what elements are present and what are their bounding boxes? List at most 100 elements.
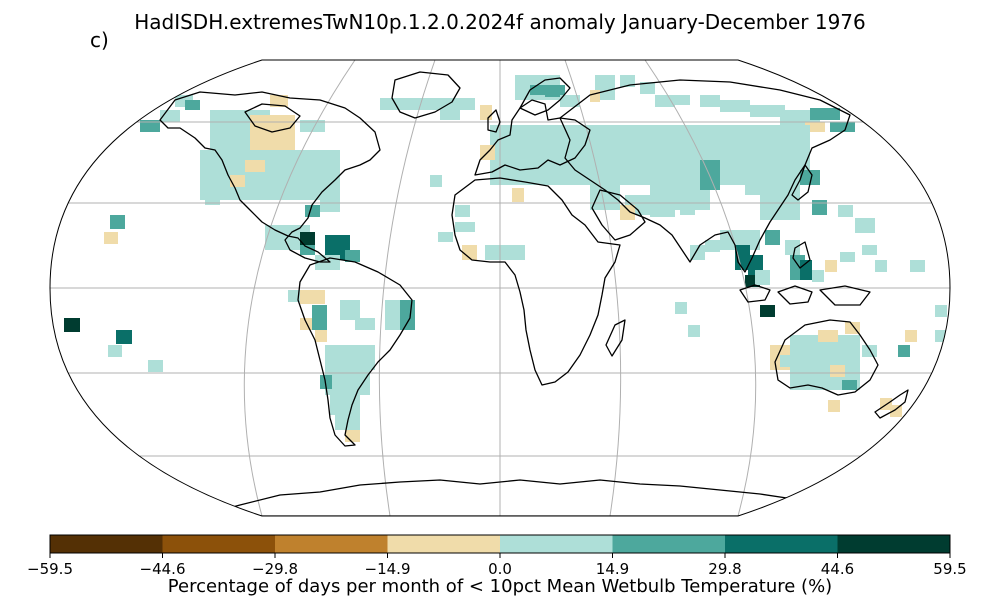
anomaly-cell [620,205,635,220]
anomaly-cell [855,218,875,233]
anomaly-cell [325,345,375,370]
anomaly-cell [108,345,122,357]
anomaly-cell [812,270,824,282]
anomaly-cell [270,95,288,107]
anomaly-cell [340,300,360,320]
anomaly-cell [116,330,132,344]
anomaly-cell [300,120,325,132]
anomaly-cell [670,95,690,105]
anomaly-cell [485,245,525,260]
anomaly-cell [650,205,675,217]
anomaly-cell [862,345,877,357]
anomaly-cell [890,405,902,417]
anomaly-cell [185,100,200,110]
anomaly-cell [330,395,360,415]
anomaly-cell [200,150,340,200]
anomaly-cell [755,270,770,285]
anomaly-cell [300,290,325,304]
anomaly-cell [830,365,845,377]
colorbar-block [50,535,163,553]
anomaly-cell [430,175,442,187]
anomaly-cell [438,232,453,242]
colorbar-tick-label: −14.9 [365,560,411,578]
anomaly-cell [300,232,315,246]
anomaly-cell [828,400,840,412]
anomaly-cell [590,180,620,210]
anomaly-cell [620,75,635,87]
anomaly-cell [810,108,840,120]
anomaly-cell [345,250,360,262]
colorbar-block [162,535,276,553]
anomaly-cell [64,318,80,332]
colorbar-tick-label: −59.5 [27,560,73,578]
anomaly-cell [842,380,857,390]
anomaly-cell [840,252,855,262]
anomaly-cell [490,125,810,185]
anomaly-cell [700,160,720,190]
colorbar-tick-label: 14.9 [596,560,629,578]
colorbar-tick-label: 29.8 [708,560,741,578]
anomaly-cell [430,98,475,110]
colorbar-tick-label: −44.6 [140,560,186,578]
anomaly-cell [905,330,917,342]
colorbar-tick-label: 59.5 [933,560,966,578]
colorbar-ticks [49,553,951,558]
anomaly-cell [720,100,750,112]
anomaly-cell [455,222,475,232]
anomaly-cell [812,200,827,215]
anomaly-cell [320,375,332,389]
anomaly-cell [462,245,477,260]
colorbar-block [275,535,388,553]
anomaly-cell [862,245,877,255]
anomaly-cell [560,95,580,107]
anomaly-cell [680,195,695,215]
globe-outline [49,59,951,517]
colorbar-block [387,535,501,553]
anomaly-cell [245,160,265,172]
anomaly-cell [830,122,855,132]
anomaly-cell [400,98,435,110]
colorbar-tick-label: 44.6 [821,560,854,578]
colorbar-block [725,535,838,553]
colorbar-label: Percentage of days per month of < 10pct … [167,576,833,597]
anomaly-cell [838,205,853,217]
anomaly-cell [760,305,775,317]
panel-label: c) [90,28,109,52]
anomaly-cell [800,170,820,185]
anomaly-cell [765,230,780,245]
anomaly-cell [705,240,720,252]
anomaly-cells [64,75,947,442]
colorbar-block [500,535,613,553]
anomaly-cell [785,240,800,255]
anomaly-cell [700,95,720,107]
anomaly-cell [818,330,838,342]
anomaly-cell [355,318,375,330]
anomaly-cell [910,260,925,272]
map-title: HadISDH.extremesTwN10p.1.2.0.2024f anoma… [134,10,866,34]
colorbar-block [612,535,726,553]
anomaly-cell [805,122,825,132]
anomaly-cell [545,85,565,97]
colorbar-blocks [50,535,951,553]
anomaly-cell [300,245,315,255]
anomaly-cell [312,305,327,330]
anomaly-cell [590,90,600,102]
anomaly-cell [825,260,837,272]
colorbar-tick-label: −29.8 [252,560,298,578]
anomaly-cell [140,120,160,132]
anomaly-cell [148,360,163,372]
anomaly-cell [104,232,118,244]
colorbar-block [837,535,951,553]
anomaly-cell [110,215,125,229]
anomaly-cell [455,205,470,217]
anomaly-cell [230,175,245,187]
anomaly-cell [512,188,524,202]
anomaly-cell [440,110,460,120]
anomaly-cell [935,305,947,317]
anomaly-cell [675,302,687,314]
anomaly-cell [530,85,545,95]
anomaly-cell [750,105,785,117]
anomaly-cell [380,98,400,110]
